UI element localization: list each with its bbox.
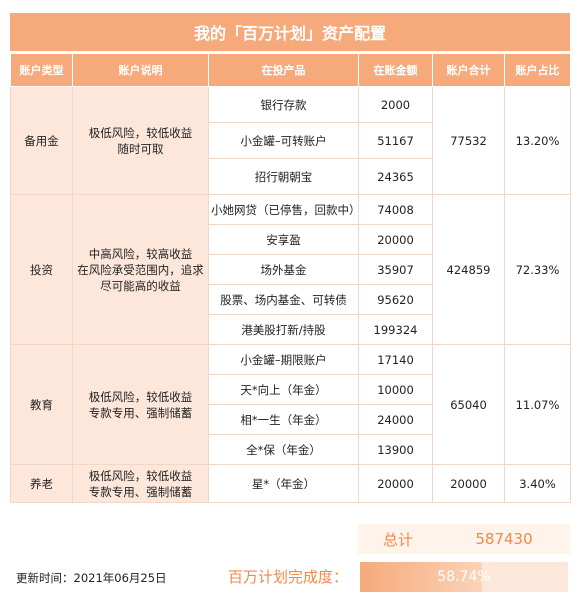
product-amount-cell: 95620 [358,284,433,315]
account-desc-line: 极低风险，较低收益 [88,125,193,140]
product-name-cell: 全*保（年金） [208,434,359,465]
account-type-cell: 投资 [10,194,73,345]
product-name-cell: 招行朝朝宝 [208,158,359,195]
account-desc-cell: 极低风险，较低收益 专款专用、强制储蓄 [72,344,209,465]
product-amount-cell: 199324 [358,314,433,345]
product-amount-cell: 20000 [358,224,433,255]
account-type-cell: 备用金 [10,86,73,195]
account-desc-line: 极低风险，较低收益 [88,468,193,483]
product-name-cell: 相*一生（年金） [208,404,359,435]
account-ratio-cell: 3.40% [504,464,571,503]
product-amount-cell: 74008 [358,194,433,225]
table-header-row: 账户类型 账户说明 在投产品 在账金额 账户合计 账户占比 [10,53,571,87]
total-label: 总计 [382,530,413,549]
account-ratio-cell: 72.33% [504,194,571,345]
product-name-cell: 小她网贷（已停售，回款中） [208,194,361,225]
updated-time: 更新时间：2021年06月25日 [16,571,167,585]
table-row: 港美股打新/持股 199324 [11,314,571,345]
table-row: 天*向上（年金） 10000 [11,374,571,405]
account-total-cell: 65040 [432,344,505,465]
product-amount-cell: 20000 [358,464,433,503]
account-desc-cell: 极低风险，较低收益 专款专用、强制储蓄 [72,464,209,503]
product-name-cell: 安享盈 [208,224,359,255]
column-header: 在账金额 [358,53,433,87]
table-row: 股票、场内基金、可转债 95620 [11,284,571,315]
page-title: 我的「百万计划」资产配置 [10,13,570,51]
product-amount-cell: 13900 [358,434,433,465]
account-desc-line: 尽可能高的收益 [100,278,181,293]
account-desc-line: 专款专用、强制储蓄 [88,405,193,420]
column-header: 在投产品 [208,53,359,87]
account-desc-line: 中高风险，较高收益 [88,246,193,261]
account-desc-line: 在风险承受范围内，追求 [77,262,204,277]
product-amount-cell: 35907 [358,254,433,285]
product-name-cell: 星*（年金） [208,464,359,503]
product-name-cell: 股票、场内基金、可转债 [208,284,359,315]
product-amount-cell: 17140 [358,344,433,375]
table-row: 小金罐–可转账户 51167 [11,122,571,159]
table-row: 教育 极低风险，较低收益 专款专用、强制储蓄 小金罐–期限账户 17140 65040 11… [10,344,571,465]
column-header: 账户占比 [504,53,571,87]
progress-label: 百万计划完成度： [228,568,349,586]
table-row: 场外基金 35907 [11,254,571,285]
account-desc-cell: 极低风险，较低收益 随时可取 [72,86,209,195]
product-amount-cell: 2000 [358,86,433,123]
column-header: 账户合计 [432,53,505,87]
product-name-cell: 天*向上（年金） [208,374,359,405]
product-name-cell: 小金罐–可转账户 [208,122,359,159]
table-row: 投资 中高风险，较高收益 在风险承受范围内，追求 尽可能高的收益 小她网贷（已停售，回款… [10,194,571,345]
asset-table: 账户类型 账户说明 在投产品 在账金额 账户合计 账户占比 备用金 极低风险，较低… [10,53,571,503]
table-row: 养老 极低风险，较低收益 专款专用、强制储蓄 星*（年金） 20000 20000 3.40… [10,464,571,503]
account-total-cell: 77532 [432,86,505,195]
product-name-cell: 场外基金 [208,254,359,285]
product-amount-cell: 24365 [358,158,433,195]
account-desc-line: 专款专用、强制储蓄 [88,484,193,499]
account-total-cell: 424859 [432,194,505,345]
progress-text: 58.74% [437,569,491,585]
progress-fill [360,562,483,592]
account-type-cell: 养老 [10,464,73,503]
grand-total: 总计 587430 [358,524,570,554]
table-row: 安享盈 20000 [11,224,571,255]
total-value: 587430 [475,530,533,548]
account-desc-cell: 中高风险，较高收益 在风险承受范围内，追求 尽可能高的收益 [72,194,209,345]
product-name-cell: 银行存款 [208,86,359,123]
account-total-cell: 20000 [432,464,505,503]
account-desc-line: 随时可取 [117,141,164,156]
account-desc-line: 极低风险，较低收益 [88,389,193,404]
account-type-cell: 教育 [10,344,73,465]
product-name-cell: 小金罐–期限账户 [208,344,359,375]
product-amount-cell: 24000 [358,404,433,435]
account-ratio-cell: 11.07% [504,344,571,465]
column-header: 账户说明 [72,53,209,87]
account-ratio-cell: 13.20% [504,86,571,195]
column-header: 账户类型 [10,53,73,87]
table-body: 备用金 极低风险，较低收益 随时可取 银行存款 2000 77532 13.20% 小金罐–可… [10,86,571,503]
product-name-cell: 港美股打新/持股 [208,314,359,345]
product-amount-cell: 10000 [358,374,433,405]
table-row: 相*一生（年金） 24000 [11,404,571,435]
progress-bar: 58.74% [360,562,568,592]
table-row: 备用金 极低风险，较低收益 随时可取 银行存款 2000 77532 13.20% [10,86,571,195]
product-amount-cell: 51167 [358,122,433,159]
